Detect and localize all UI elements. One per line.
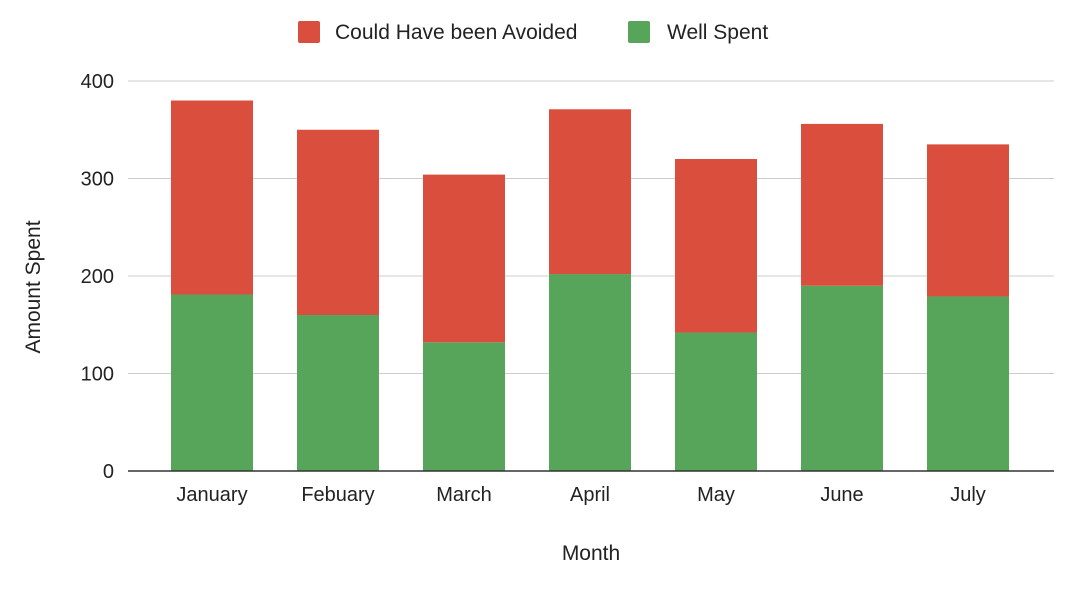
bar-june-could-have-been-avoided: [801, 123, 883, 286]
bar-may-could-have-been-avoided: [675, 159, 757, 333]
x-tick-label-may: May: [697, 484, 735, 506]
y-tick-label-0: 0: [103, 461, 114, 483]
y-tick-label-100: 100: [81, 364, 114, 386]
x-axis-title: Month: [562, 542, 620, 565]
x-tick-label-june: June: [820, 484, 863, 506]
bar-march-could-have-been-avoided: [423, 174, 505, 343]
y-tick-label-300: 300: [81, 169, 114, 191]
y-tick-label-200: 200: [81, 266, 114, 288]
x-tick-label-april: April: [570, 484, 610, 506]
x-tick-label-july: July: [950, 484, 986, 506]
bar-july-could-have-been-avoided: [927, 144, 1009, 297]
legend-swatch-avoided: [298, 21, 320, 43]
legend-swatch-well-spent: [628, 21, 650, 43]
bar-april-could-have-been-avoided: [549, 109, 631, 275]
bar-march-well-spent: [423, 342, 505, 471]
x-tick-label-febuary: Febuary: [301, 484, 374, 506]
bar-may-well-spent: [675, 332, 757, 471]
bar-febuary-could-have-been-avoided: [297, 129, 379, 315]
y-tick-label-400: 400: [81, 71, 114, 93]
bar-july-well-spent: [927, 296, 1009, 471]
y-axis-title: Amount Spent: [22, 220, 45, 353]
bar-april-well-spent: [549, 274, 631, 471]
x-tick-label-january: January: [176, 484, 247, 506]
bar-january-could-have-been-avoided: [171, 100, 253, 295]
bar-january-well-spent: [171, 294, 253, 471]
x-tick-label-march: March: [436, 484, 492, 506]
legend-label-avoided: Could Have been Avoided: [335, 21, 577, 44]
bars: [171, 100, 1009, 471]
legend: Could Have been Avoided Well Spent: [298, 21, 768, 44]
bar-june-well-spent: [801, 285, 883, 471]
legend-label-well-spent: Well Spent: [667, 21, 768, 44]
y-axis-ticks: 0 100 200 300 400: [81, 71, 114, 483]
bar-febuary-well-spent: [297, 315, 379, 471]
x-axis-ticks: January Febuary March April May June July: [176, 484, 985, 506]
